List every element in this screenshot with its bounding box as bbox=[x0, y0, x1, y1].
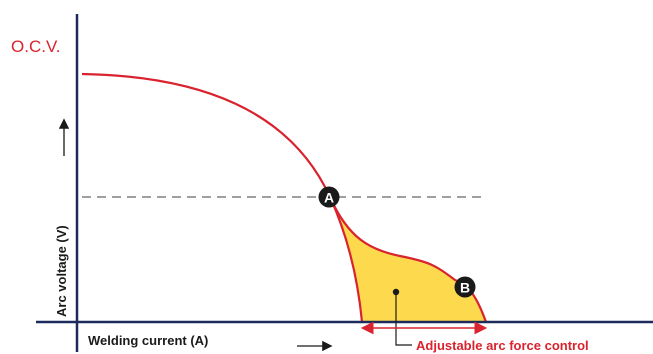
point-a-label: A bbox=[324, 190, 334, 206]
ocv-label: O.C.V. bbox=[11, 37, 60, 56]
characteristic-curve bbox=[81, 72, 364, 323]
arc-force-region bbox=[330, 197, 486, 322]
point-b-label: B bbox=[460, 280, 470, 296]
point-a-marker bbox=[318, 186, 340, 208]
range-label: Adjustable arc force control bbox=[416, 338, 589, 353]
point-b-marker bbox=[454, 276, 476, 298]
y-axis-label: Arc voltage (V) bbox=[54, 225, 69, 317]
x-axis-label: Welding current (A) bbox=[88, 333, 208, 348]
range-leader-line bbox=[395, 292, 412, 346]
